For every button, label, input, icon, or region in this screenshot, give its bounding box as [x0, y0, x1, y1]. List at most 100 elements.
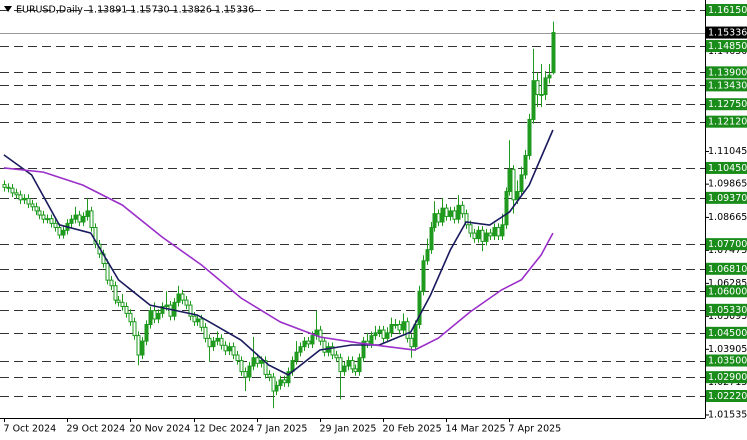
- candle-body: [330, 346, 335, 356]
- level-label: 1.13430: [708, 80, 747, 91]
- candle-body: [421, 260, 426, 292]
- candle-body: [203, 326, 208, 339]
- x-tick-label: 7 Apr 2025: [509, 424, 562, 435]
- candle-body: [120, 301, 125, 307]
- level-label: 1.02900: [708, 372, 747, 383]
- candle-body: [551, 32, 556, 74]
- candle-body: [519, 174, 524, 193]
- candle-body: [527, 118, 532, 156]
- level-label-box: [706, 79, 747, 92]
- candle-body: [350, 360, 355, 370]
- candle-body: [413, 324, 418, 348]
- level-label: 1.12120: [708, 117, 747, 128]
- candle-body: [488, 232, 493, 237]
- candle-body: [89, 210, 94, 229]
- level-label: 1.02220: [708, 391, 747, 402]
- candle-body: [251, 357, 256, 367]
- candle-body: [243, 371, 248, 378]
- candle-body: [306, 340, 311, 345]
- candle-body: [480, 229, 485, 242]
- candle-body: [507, 168, 512, 193]
- candle-body: [373, 332, 378, 337]
- candle-body: [448, 210, 453, 217]
- level-label-box: [706, 285, 747, 298]
- candle-body: [188, 304, 193, 317]
- candle-body: [10, 187, 15, 194]
- y-tick-label: 1.11045: [708, 146, 747, 157]
- x-tick-label: 12 Dec 2024: [194, 424, 255, 435]
- level-label-box: [706, 371, 747, 384]
- candle-body: [176, 293, 181, 303]
- candle-body: [26, 197, 31, 205]
- candle-body: [77, 214, 82, 223]
- candle-body: [223, 344, 228, 352]
- candle-body: [14, 192, 19, 196]
- candle-body: [393, 324, 398, 327]
- candle-body: [85, 210, 90, 217]
- candle-body: [523, 154, 528, 176]
- candle-body: [338, 357, 343, 373]
- candle-body: [436, 213, 441, 223]
- candle-body: [6, 186, 11, 189]
- candle-body: [361, 340, 366, 359]
- candle-body: [397, 324, 402, 331]
- candle-body: [195, 318, 200, 323]
- moving-average: [3, 129, 554, 376]
- level-label-box: [706, 262, 747, 275]
- candle-body: [274, 384, 279, 392]
- candle-body: [113, 285, 118, 301]
- last-price-box: [706, 26, 747, 39]
- x-tick-label: 20 Nov 2024: [130, 424, 191, 435]
- level-label-box: [706, 66, 747, 79]
- candle-body: [310, 335, 315, 345]
- level-label: 1.07700: [708, 239, 747, 250]
- candle-body: [385, 332, 390, 339]
- y-tick-label: 1.05095: [708, 311, 747, 322]
- level-label-box: [706, 238, 747, 251]
- candle-body: [302, 340, 307, 348]
- candle-body: [377, 329, 382, 334]
- candle-body: [105, 263, 110, 281]
- candle-body: [472, 232, 477, 240]
- candle-body: [531, 80, 536, 120]
- candle-body: [476, 229, 481, 240]
- candle-body: [2, 184, 7, 188]
- candle-body: [45, 218, 50, 221]
- level-label-box: [706, 4, 747, 17]
- candle-body: [539, 94, 544, 97]
- candle-body: [543, 77, 548, 96]
- candle-body: [444, 207, 449, 217]
- last-price-label: 1.15336: [708, 28, 747, 39]
- menu-icon[interactable]: [4, 6, 12, 12]
- y-tick-label: 1.08665: [708, 212, 747, 223]
- candle-body: [286, 371, 291, 384]
- candle-body: [18, 194, 23, 201]
- x-tick-label: 7 Oct 2024: [4, 424, 57, 435]
- candle-body: [294, 351, 299, 362]
- candle-body: [152, 310, 157, 320]
- candle-body: [452, 210, 457, 220]
- quote: 1.13891 1.15730 1.13826 1.15336: [88, 5, 254, 16]
- level-label: 1.06000: [708, 286, 747, 297]
- candle-body: [93, 227, 98, 245]
- candle-body: [504, 191, 509, 226]
- symbol-title: EURUSD,Daily: [16, 5, 83, 16]
- candle-body: [81, 215, 86, 223]
- x-tick-label: 14 Mar 2025: [446, 424, 506, 435]
- candle-body: [180, 293, 185, 301]
- candle-body: [425, 249, 430, 262]
- candle-body: [429, 227, 434, 251]
- candle-body: [535, 80, 540, 96]
- candle-body: [219, 337, 224, 346]
- candle-body: [227, 346, 232, 352]
- candle-body: [57, 227, 62, 236]
- candle-body: [496, 227, 501, 237]
- candle-body: [148, 310, 153, 326]
- candle-body: [132, 321, 137, 337]
- candle-body: [30, 203, 35, 208]
- level-label-box: [706, 303, 747, 316]
- candle-body: [282, 379, 287, 384]
- candle-body: [116, 299, 121, 303]
- candle-body: [199, 318, 204, 328]
